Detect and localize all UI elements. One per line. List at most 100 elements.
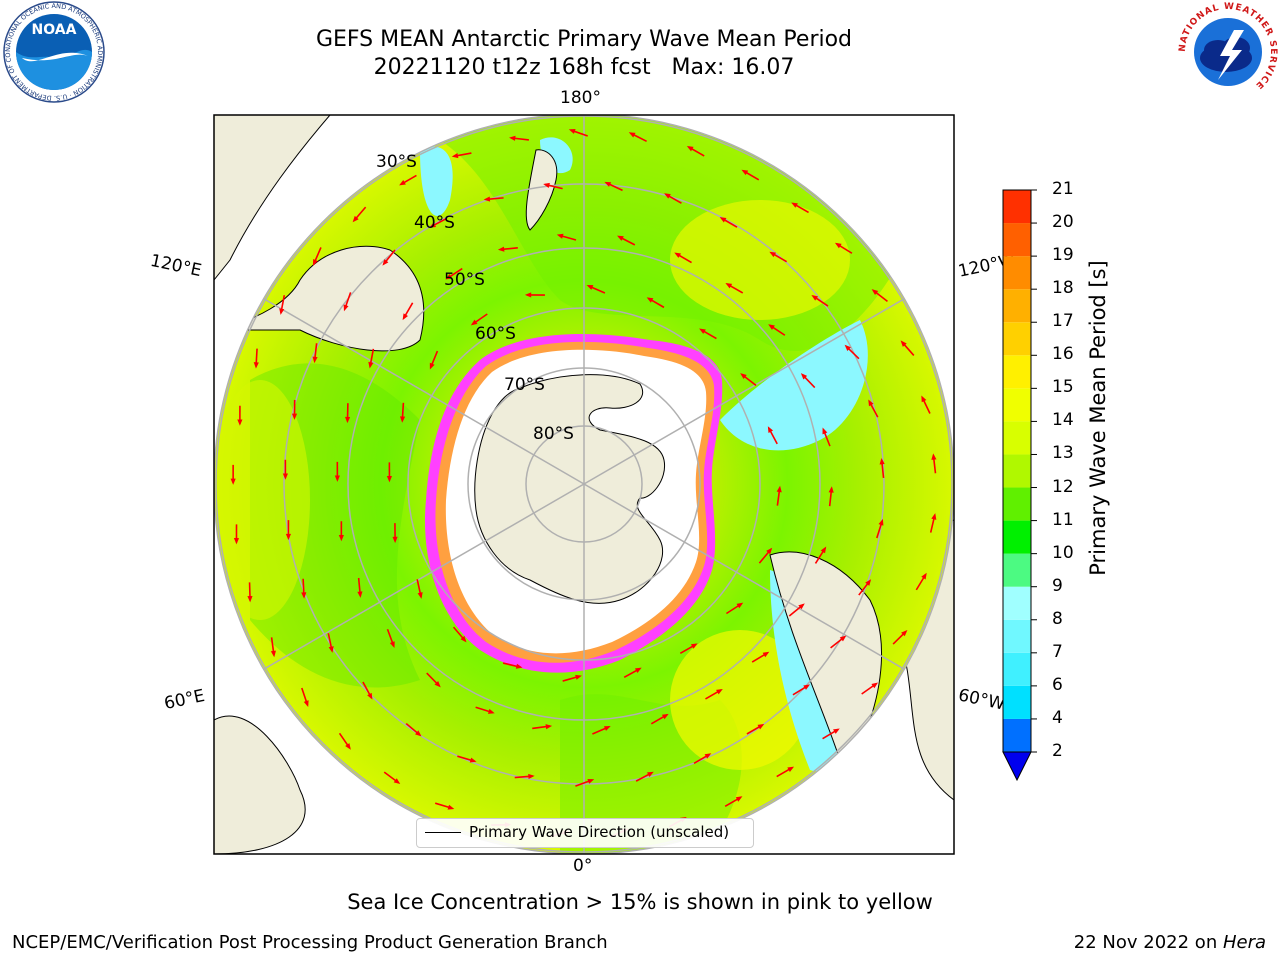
wave-arrow-head	[741, 169, 749, 176]
wave-arrow-head	[545, 724, 553, 730]
nws-logo: NATIONAL WEATHER SERVICE	[1178, 2, 1278, 102]
sea-ice-note: Sea Ice Concentration > 15% is shown in …	[347, 890, 933, 914]
colorbar-tick-label: 10	[1052, 542, 1074, 563]
wave-arrow-head	[766, 547, 773, 555]
wave-arrow-head	[603, 726, 611, 731]
wave-arrow-head	[368, 361, 374, 369]
wave-arrow-head	[434, 681, 441, 688]
wave-arrow-head	[787, 766, 795, 772]
wave-arrow-head	[674, 252, 682, 258]
lat-label-50s: 50°S	[444, 270, 485, 290]
colorbar-tick-label: 15	[1052, 377, 1074, 398]
wave-arrow-head	[704, 753, 712, 759]
wave-arrow-head	[447, 804, 455, 810]
wave-arrow-head	[871, 289, 879, 296]
wave-arrow-head	[575, 674, 582, 680]
lat-label-70s: 70°S	[504, 375, 545, 395]
wave-arrow-head	[828, 486, 834, 493]
wave-arrow-head	[931, 453, 937, 460]
wave-arrow-head	[230, 478, 236, 485]
wave-arrow-head	[628, 132, 636, 138]
wave-arrow-head	[312, 356, 318, 364]
wave-arrow-head	[344, 416, 351, 424]
wave-arrow-head	[357, 591, 363, 598]
wave-arrow-head	[291, 413, 298, 420]
wave-arrow-head	[543, 182, 550, 188]
wave-arrow-head	[900, 340, 907, 347]
wave-arrow-head	[725, 283, 733, 289]
wave-arrow-head	[834, 242, 842, 249]
wave-arrow-head	[736, 602, 744, 609]
wave-arrow-head	[661, 713, 669, 720]
wave-arrow-head	[586, 285, 594, 290]
wave-arrow-head	[735, 796, 743, 802]
lat-label-30s: 30°S	[376, 152, 417, 172]
wave-arrow-head	[699, 328, 706, 334]
wave-arrow-head	[338, 534, 344, 542]
chart-title: GEFS MEAN Antarctic Primary Wave Mean Pe…	[315, 27, 853, 52]
wave-arrow-head	[386, 476, 393, 483]
wave-arrow-head	[844, 344, 851, 351]
wave-arrow-head	[237, 419, 243, 426]
wave-arrow-head	[282, 473, 288, 480]
wave-arrow-head	[798, 603, 805, 610]
noaa-logo: NATIONAL OCEANIC AND ATMOSPHERIC ADMINIS…	[2, 0, 105, 103]
wave-arrow-head	[769, 251, 777, 258]
legend-label: Primary Wave Direction (unscaled)	[469, 823, 730, 841]
wave-arrow-head	[233, 538, 240, 545]
wave-arrow-head	[800, 373, 808, 380]
wave-arrow-head	[247, 595, 253, 603]
wave-arrow-head	[556, 233, 564, 239]
map-legend: Primary Wave Direction (unscaled)	[416, 818, 754, 848]
wave-arrow-head	[382, 259, 389, 266]
wave-arrow-head	[285, 533, 291, 541]
wave-arrow-head	[820, 546, 827, 554]
colorbar-tick-label: 17	[1052, 311, 1074, 332]
colorbar-tick-label: 20	[1052, 212, 1074, 233]
legend-line-swatch	[425, 832, 461, 833]
wave-arrow-head	[839, 635, 847, 642]
wave-arrow-head	[345, 743, 351, 750]
wave-arrow-head	[469, 757, 477, 763]
wave-arrow-head	[460, 635, 467, 643]
wave-arrow-head	[429, 222, 437, 228]
wave-arrow-head	[524, 292, 532, 298]
colorbar-tick-label: 19	[1052, 245, 1074, 266]
wave-arrow-head	[865, 579, 872, 586]
wave-arrow-head	[719, 217, 727, 223]
svg-text:NOAA: NOAA	[32, 22, 77, 38]
colorbar-label: Primary Wave Mean Period [s]	[1086, 260, 1110, 576]
wave-arrow-head	[415, 730, 422, 737]
wave-arrow-head	[617, 235, 624, 241]
colorbar-tick-label: 13	[1052, 443, 1074, 464]
wave-arrow-head	[417, 592, 423, 599]
wave-arrow-head	[528, 773, 535, 780]
wave-arrow-head	[664, 193, 671, 199]
wave-arrow-head	[392, 536, 398, 544]
wave-arrow-head	[445, 273, 453, 280]
wave-arrow-head	[931, 513, 937, 520]
wave-arrow-head	[312, 259, 318, 266]
wave-arrow-head	[878, 518, 884, 526]
lat-label-40s: 40°S	[414, 213, 455, 233]
wave-arrow-head	[776, 485, 782, 493]
colorbar-tick-label: 8	[1052, 608, 1063, 629]
colorbar-tick-label: 2	[1052, 741, 1063, 761]
lon-label-180: 180°	[560, 88, 601, 108]
wave-arrow-head	[429, 362, 435, 370]
wave-arrow-head	[301, 592, 307, 599]
colorbar-tick-label: 6	[1052, 674, 1063, 695]
wave-arrow-head	[497, 246, 505, 252]
wave-arrow-head	[352, 215, 359, 223]
wave-arrow-head	[879, 458, 885, 465]
wave-arrow-head	[509, 135, 516, 141]
wave-arrow-head	[399, 180, 406, 186]
wave-arrow-head	[515, 663, 523, 669]
wave-arrow-head	[803, 684, 811, 690]
chart-subtitle: 20221120 t12z 168h fcst Max: 16.07	[373, 55, 795, 80]
wave-arrow-head	[791, 202, 798, 208]
wave-arrow-head	[604, 181, 612, 187]
wave-direction-arrows	[230, 129, 937, 838]
wave-arrow-head	[343, 304, 349, 312]
